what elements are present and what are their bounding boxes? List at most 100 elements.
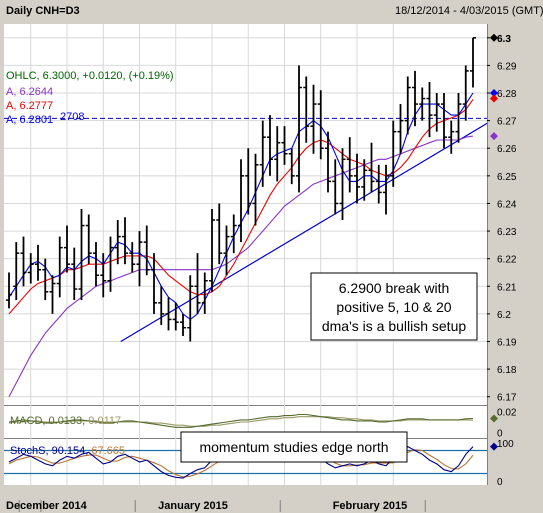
ohlc-bar: [375, 164, 382, 204]
ohlc-bar: [252, 153, 259, 226]
ohlc-bar: [455, 93, 462, 143]
stoch-value-2: 67.665: [91, 445, 125, 457]
breakout-line-2: positive 5, 10 & 20: [336, 299, 451, 315]
y-tick-label: 6.2: [497, 310, 511, 321]
ohlc-bar: [390, 120, 397, 187]
price-marker-icon: [490, 89, 498, 98]
price-marker-icon: [490, 33, 498, 42]
ohlc-bar: [107, 236, 114, 292]
ohlc-bar: [6, 272, 12, 309]
ohlc-bar: [281, 126, 288, 165]
stoch-value-1: 90.154: [52, 445, 86, 457]
ohlc-bar: [172, 302, 179, 331]
macd-value-1: 0.0133: [49, 415, 83, 427]
ohlc-bars: [6, 37, 476, 342]
ohlc-bar: [165, 297, 172, 331]
ohlc-bar: [136, 231, 143, 287]
stoch-legend: StochS, 90.154, 67.665: [10, 445, 125, 457]
stoch-marker-icon: [490, 442, 498, 451]
ma20-line: [8, 135, 474, 397]
ohlc-bar: [42, 258, 49, 301]
momentum-annotation-box: [180, 431, 408, 463]
ohlc-legend: OHLC, 6.3000, +0.0120, (+0.19%): [6, 70, 174, 82]
breakout-annotation-box: [310, 272, 478, 341]
ohlc-bar: [325, 131, 331, 193]
ma20-legend: A, 6.2644: [6, 86, 53, 98]
ohlc-bar: [303, 76, 310, 143]
breakout-line-1: 6.2900 break with: [339, 280, 450, 296]
ohlc-bar: [288, 148, 295, 185]
y-tick-label: 6.23: [497, 227, 517, 238]
price-marker-icon: [490, 132, 498, 141]
ohlc-bar: [441, 93, 447, 149]
ohlc-bar: [448, 120, 455, 154]
ohlc-bar: [223, 225, 230, 276]
ma5-legend: A, 6.2801: [6, 114, 53, 126]
ohlc-bar: [383, 164, 389, 215]
momentum-annotation-text: momentum studies edge north: [199, 439, 388, 455]
ma10-legend: A, 6.2777: [6, 100, 53, 112]
ohlc-bar: [35, 244, 41, 281]
stoch-sep: ,: [85, 445, 91, 457]
stoch-name: StochS: [10, 445, 45, 457]
y-axis: 6.3 6.29 6.28 6.27 6.26 6.25 6.24 6.23 6.22 6.21 6…: [487, 34, 517, 404]
month-labels: December 2014 January 2015 February 2015: [6, 500, 426, 512]
macd-value-2: 0.0117: [88, 415, 121, 427]
ohlc-bar: [426, 81, 433, 138]
date-strip: [4, 486, 487, 513]
ohlc-bar: [259, 120, 266, 187]
month-label: January 2015: [158, 500, 228, 512]
y-tick-label: 6.17: [497, 393, 517, 404]
ohlc-bar: [267, 115, 273, 176]
ohlc-bar: [361, 159, 368, 201]
ohlc-bar: [339, 148, 346, 221]
ohlc-bar: [397, 104, 404, 154]
y-tick-label: 6.22: [497, 255, 517, 266]
month-label: December 2014: [6, 500, 88, 512]
ohlc-bar: [332, 159, 339, 215]
macd-tick-label: 0.02: [497, 407, 517, 418]
y-tick-label: 6.18: [497, 365, 517, 376]
ohlc-bar: [433, 93, 440, 132]
ohlc-bar: [64, 225, 70, 273]
y-tick-label: 6.28: [497, 89, 517, 100]
chart-title: Daily CNH=D3: [6, 5, 80, 17]
macd-line: [8, 413, 474, 428]
ohlc-bar: [27, 253, 34, 284]
last-price-label: 6.3: [497, 34, 511, 45]
macd-tick-label: 0: [497, 429, 503, 440]
stoch-sep: ,: [45, 445, 51, 457]
stoch-tick-label: 100: [497, 439, 514, 450]
breakout-line-3: dma's is a bullish setup: [322, 318, 467, 334]
macd-study: 0.02 0: [8, 407, 517, 440]
ma10-line: [8, 99, 474, 315]
ohlc-bar: [368, 142, 375, 193]
ohlc-bar: [20, 236, 27, 287]
ohlc-bar: [354, 153, 360, 204]
y-tick-label: 6.25: [497, 172, 517, 183]
ohlc-bar: [56, 236, 63, 298]
y-tick-label: 6.27: [497, 117, 517, 128]
ohlc-bar: [143, 225, 150, 276]
ohlc-bar: [209, 208, 215, 292]
y-tick-label: 6.24: [497, 199, 517, 210]
macd-name: MACD: [10, 415, 42, 427]
ohlc-bar: [216, 203, 223, 265]
ohlc-bar: [412, 70, 418, 127]
ohlc-bar: [93, 242, 99, 287]
y-tick-label: 6.21: [497, 282, 517, 293]
ohlc-bar: [310, 84, 317, 154]
ohlc-bar: [462, 65, 469, 121]
date-range: 18/12/2014 - 4/03/2015 (GMT): [395, 5, 543, 17]
macd-sep: ,: [42, 415, 48, 427]
ohlc-bar: [238, 159, 244, 243]
y-tick-label: 6.26: [497, 144, 517, 155]
ohlc-bar: [85, 214, 92, 265]
ohlc-bar: [151, 253, 157, 314]
ohlc-bar: [201, 272, 208, 314]
ohlc-bar: [404, 76, 411, 135]
level-label: 2708: [60, 111, 84, 123]
ohlc-bar: [158, 286, 165, 325]
ohlc-bar: [187, 275, 194, 342]
